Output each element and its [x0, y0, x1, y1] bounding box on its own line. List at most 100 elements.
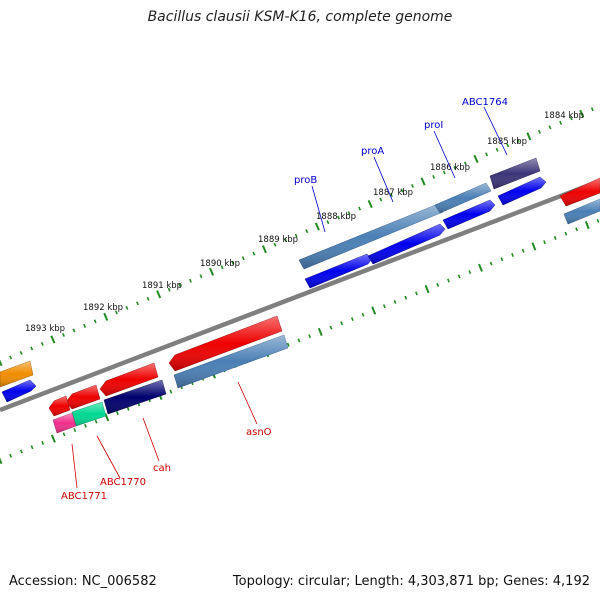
minor-tick — [489, 261, 493, 266]
gene-proA-shade — [435, 183, 491, 213]
minor-tick — [326, 220, 330, 225]
gene-label-proA[interactable]: proA — [361, 146, 384, 157]
major-tick — [367, 199, 373, 209]
minor-tick — [442, 170, 446, 175]
minor-tick — [284, 238, 288, 243]
minor-tick — [294, 233, 298, 238]
major-tick — [531, 242, 537, 251]
minor-tick — [30, 445, 34, 450]
minor-tick — [436, 282, 440, 287]
minor-tick — [468, 270, 472, 275]
gene-label-cah[interactable]: cah — [153, 463, 171, 474]
major-tick — [314, 222, 320, 231]
major-tick — [317, 327, 323, 336]
gene-proB-shade — [299, 204, 443, 269]
minor-tick — [411, 183, 414, 188]
kbp-label: 1886 kbp — [430, 163, 470, 173]
major-tick — [0, 457, 3, 465]
minor-tick — [553, 235, 557, 240]
major-tick — [209, 267, 215, 276]
minor-tick — [73, 428, 77, 433]
minor-tick — [543, 240, 546, 245]
major-tick — [261, 245, 267, 254]
minor-tick — [564, 231, 568, 236]
gene-right-steel-shade — [564, 199, 600, 224]
minor-tick — [62, 332, 65, 337]
minor-tick — [308, 334, 312, 339]
minor-tick — [83, 323, 87, 328]
major-tick — [103, 312, 109, 321]
minor-tick — [596, 218, 600, 223]
gene-labels: proB proA proI ABC1764 asnO cah ABC1770 … — [61, 97, 508, 502]
minor-tick — [590, 107, 594, 112]
minor-tick — [389, 193, 393, 198]
kbp-label: 1892 kbp — [83, 303, 123, 313]
minor-tick — [231, 260, 235, 265]
minor-tick — [136, 301, 139, 306]
gene-label-proB[interactable]: proB — [294, 175, 317, 186]
minor-tick — [188, 278, 192, 283]
minor-tick — [94, 419, 98, 424]
kbp-label: 1887 kbp — [373, 188, 413, 198]
minor-tick — [93, 319, 97, 324]
kbp-label: 1889 kbp — [258, 235, 298, 245]
gene-ABC1770-shade — [66, 385, 100, 409]
major-tick — [0, 359, 3, 367]
minor-tick — [167, 287, 171, 292]
minor-tick — [569, 116, 573, 121]
minor-tick — [72, 328, 76, 333]
gene-asnO-shade — [174, 335, 288, 388]
gene-label-asnO[interactable]: asnO — [246, 427, 272, 438]
minor-tick — [485, 152, 489, 157]
gene-blue-1-shade — [305, 254, 372, 288]
minor-tick — [347, 211, 351, 216]
gene-red-long-shade — [169, 316, 282, 371]
gene-label-proI[interactable]: proI — [424, 120, 443, 131]
minor-tick — [559, 120, 563, 125]
gene-green-shade — [72, 402, 106, 426]
gene-features — [0, 157, 600, 434]
major-tick — [420, 177, 426, 186]
kbp-label: 1884 kbp — [544, 111, 584, 121]
gene-navy-shade — [104, 380, 166, 414]
minor-tick — [495, 147, 499, 152]
gene-right-red-shade — [560, 178, 600, 206]
major-tick — [473, 154, 479, 163]
minor-tick — [337, 215, 340, 220]
minor-tick — [548, 125, 552, 130]
minor-tick — [329, 325, 333, 330]
major-tick — [371, 306, 377, 315]
minor-tick — [19, 350, 23, 355]
minor-tick — [400, 188, 404, 193]
minor-tick — [220, 265, 224, 270]
gene-ABC1771-shade — [53, 413, 76, 433]
minor-tick — [9, 355, 13, 360]
minor-tick — [297, 338, 301, 343]
gene-ABC1764-shade — [490, 158, 540, 189]
minor-tick — [252, 251, 256, 256]
minor-tick — [404, 295, 408, 300]
major-tick — [50, 434, 56, 443]
gene-blue-2-shade — [368, 224, 445, 264]
gene-label-ABC1770[interactable]: ABC1770 — [100, 477, 146, 488]
inner-tick-ring — [0, 218, 600, 465]
major-tick — [478, 263, 483, 272]
gene-label-ABC1764[interactable]: ABC1764 — [462, 97, 508, 108]
kbp-label: 1890 kbp — [200, 259, 240, 269]
map-title: Bacillus clausii KSM-K16, complete genom… — [147, 9, 453, 25]
major-tick — [584, 221, 590, 230]
minor-tick — [241, 256, 245, 261]
minor-tick — [9, 453, 13, 458]
minor-tick — [125, 305, 129, 310]
minor-tick — [447, 278, 450, 283]
topology-text: Topology: circular; Length: 4,303,871 bp… — [232, 574, 590, 589]
minor-tick — [521, 248, 525, 253]
minor-tick — [30, 346, 34, 351]
minor-tick — [19, 449, 23, 454]
accession-text: Accession: NC_006582 — [9, 574, 157, 589]
minor-tick — [62, 432, 66, 437]
gene-label-ABC1771[interactable]: ABC1771 — [61, 491, 107, 502]
minor-tick — [463, 161, 467, 166]
label-leaders — [71, 106, 508, 489]
